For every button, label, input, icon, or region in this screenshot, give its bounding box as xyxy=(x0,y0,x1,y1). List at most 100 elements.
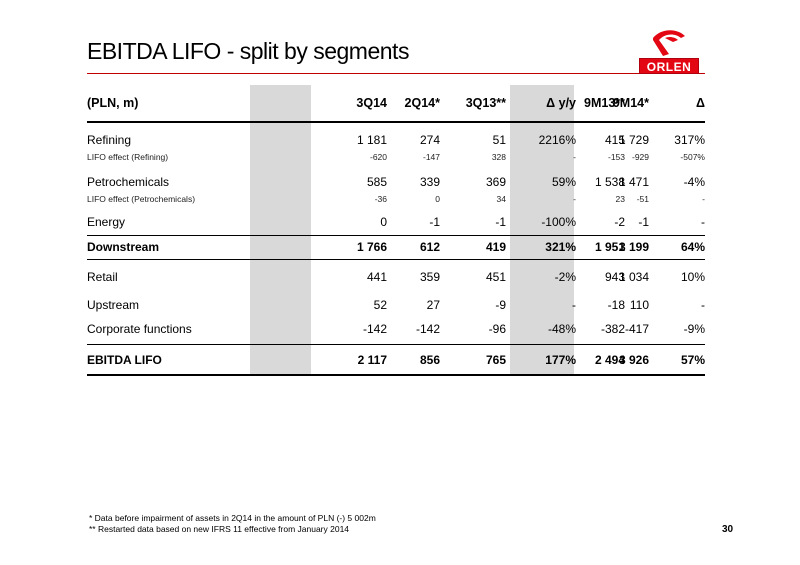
table-cell: -1 xyxy=(495,215,506,229)
table-cell: - xyxy=(702,194,705,204)
table-cell: 57% xyxy=(680,353,705,367)
page-number: 30 xyxy=(722,524,734,535)
header-3q14: 3Q14 xyxy=(356,96,387,110)
table-cell: -51 xyxy=(636,194,649,204)
footnote-1: * Data before impairment of assets in 2Q… xyxy=(89,513,376,523)
table-cell: 1 766 xyxy=(356,240,387,254)
downstream-bottom-rule xyxy=(87,259,705,260)
table-cell: -620 xyxy=(369,152,387,162)
table-cell: 441 xyxy=(366,270,387,284)
table-cell: -417 xyxy=(624,322,649,336)
title-divider xyxy=(87,73,705,74)
table-cell: 1 951 xyxy=(594,240,625,254)
table-cell: -1 xyxy=(638,215,649,229)
table-cell: 419 xyxy=(485,240,506,254)
row-label: EBITDA LIFO xyxy=(87,353,162,367)
table-cell: -929 xyxy=(631,152,649,162)
row-label: Downstream xyxy=(87,240,160,254)
table-cell: 2 494 xyxy=(594,353,625,367)
table-cell: 2 117 xyxy=(357,353,387,367)
table-cell: -96 xyxy=(488,322,506,336)
logo-wordmark: ORLEN xyxy=(639,58,699,74)
table-cell: 274 xyxy=(419,133,440,147)
table-cell: 3 199 xyxy=(618,240,649,254)
table-cell: -507% xyxy=(680,152,705,162)
table-header: (PLN, m) 3Q14 2Q14* 3Q13** Δ y/y 9M14* 9… xyxy=(87,96,705,116)
header-9m13: 9M13** xyxy=(584,96,625,110)
table-cell: -147 xyxy=(422,152,440,162)
row-label: LIFO effect (Refining) xyxy=(87,152,169,162)
table-cell: 177% xyxy=(545,353,576,367)
table-cell: -4% xyxy=(683,175,705,189)
header-3q13: 3Q13** xyxy=(465,96,506,110)
table-cell: 585 xyxy=(366,175,387,189)
row-label: Refining xyxy=(87,133,132,147)
total-bottom-rule xyxy=(87,374,705,376)
table-cell: 23 xyxy=(615,194,625,204)
footnote-2: ** Restarted data based on new IFRS 11 e… xyxy=(89,524,350,534)
table-cell: 1 729 xyxy=(618,133,649,147)
table-cell: -2% xyxy=(554,270,576,284)
table-cell: 10% xyxy=(680,270,705,284)
row-label: Upstream xyxy=(87,298,140,312)
table-cell: -48% xyxy=(547,322,576,336)
table-cell: - xyxy=(572,298,576,312)
table-row: LIFO effect (Refining) -620 -147 328 - -… xyxy=(87,152,705,164)
table-cell: 64% xyxy=(680,240,705,254)
table-cell: - xyxy=(701,215,705,229)
table-cell: 321% xyxy=(545,240,576,254)
table-row: Refining 1 181 274 51 2216% 1 729 415 31… xyxy=(87,133,705,149)
eagle-icon xyxy=(653,30,685,56)
table-cell: 2216% xyxy=(538,133,576,147)
header-9m14: 9M14* xyxy=(612,96,649,110)
table-cell: - xyxy=(701,298,705,312)
table-cell: -382 xyxy=(600,322,625,336)
table-cell: 59% xyxy=(551,175,576,189)
table-row: LIFO effect (Petrochemicals) -36 0 34 - … xyxy=(87,194,705,206)
orlen-logo: ORLEN xyxy=(633,28,705,78)
table-cell: 0 xyxy=(380,215,387,229)
table-row: Energy 0 -1 -1 -100% -1 -2 - xyxy=(87,215,705,231)
total-top-rule xyxy=(87,344,705,345)
header-delta: Δ xyxy=(696,96,705,110)
table-row: Retail 441 359 451 -2% 1 034 943 10% xyxy=(87,270,705,286)
table-row-total: EBITDA LIFO 2 117 856 765 177% 3 926 2 4… xyxy=(87,353,705,369)
table-cell: 3 926 xyxy=(618,353,649,367)
table-row-subtotal: Downstream 1 766 612 419 321% 3 199 1 95… xyxy=(87,240,705,256)
column-highlight-3q14 xyxy=(250,85,311,375)
table-cell: 943 xyxy=(604,270,625,284)
table-cell: 110 xyxy=(629,298,649,312)
table-cell: -2 xyxy=(614,215,625,229)
header-rule xyxy=(87,121,705,123)
table-cell: 0 xyxy=(435,194,440,204)
table-cell: 34 xyxy=(496,194,506,204)
header-unit: (PLN, m) xyxy=(87,96,139,110)
table-cell: -142 xyxy=(415,322,440,336)
table-cell: 27 xyxy=(426,298,440,312)
row-label: Retail xyxy=(87,270,118,284)
table-cell: 451 xyxy=(485,270,506,284)
table-cell: 369 xyxy=(485,175,506,189)
row-label: LIFO effect (Petrochemicals) xyxy=(87,194,196,204)
table-cell: -18 xyxy=(607,298,625,312)
slide-title: EBITDA LIFO - split by segments xyxy=(87,38,409,64)
downstream-top-rule xyxy=(87,235,705,236)
table-cell: 328 xyxy=(491,152,506,162)
table-row: Upstream 52 27 -9 - 110 -18 - xyxy=(87,298,705,314)
table-cell: 1 538 xyxy=(594,175,625,189)
table-row: Petrochemicals 585 339 369 59% 1 471 1 5… xyxy=(87,175,705,191)
table-cell: 51 xyxy=(492,133,506,147)
column-highlight-9m14 xyxy=(510,85,574,375)
table-cell: 856 xyxy=(419,353,440,367)
header-2q14: 2Q14* xyxy=(404,96,440,110)
table-cell: 1 471 xyxy=(618,175,649,189)
table-cell: - xyxy=(573,152,576,162)
table-cell: 317% xyxy=(674,133,705,147)
table-cell: 359 xyxy=(419,270,440,284)
table-cell: -9 xyxy=(495,298,506,312)
table-cell: - xyxy=(573,194,576,204)
table-cell: 52 xyxy=(373,298,387,312)
table-row: Corporate functions -142 -142 -96 -48% -… xyxy=(87,322,705,338)
row-label: Energy xyxy=(87,215,126,229)
table-cell: 415 xyxy=(604,133,625,147)
